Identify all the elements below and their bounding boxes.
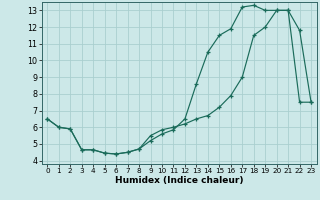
X-axis label: Humidex (Indice chaleur): Humidex (Indice chaleur) bbox=[115, 176, 244, 185]
